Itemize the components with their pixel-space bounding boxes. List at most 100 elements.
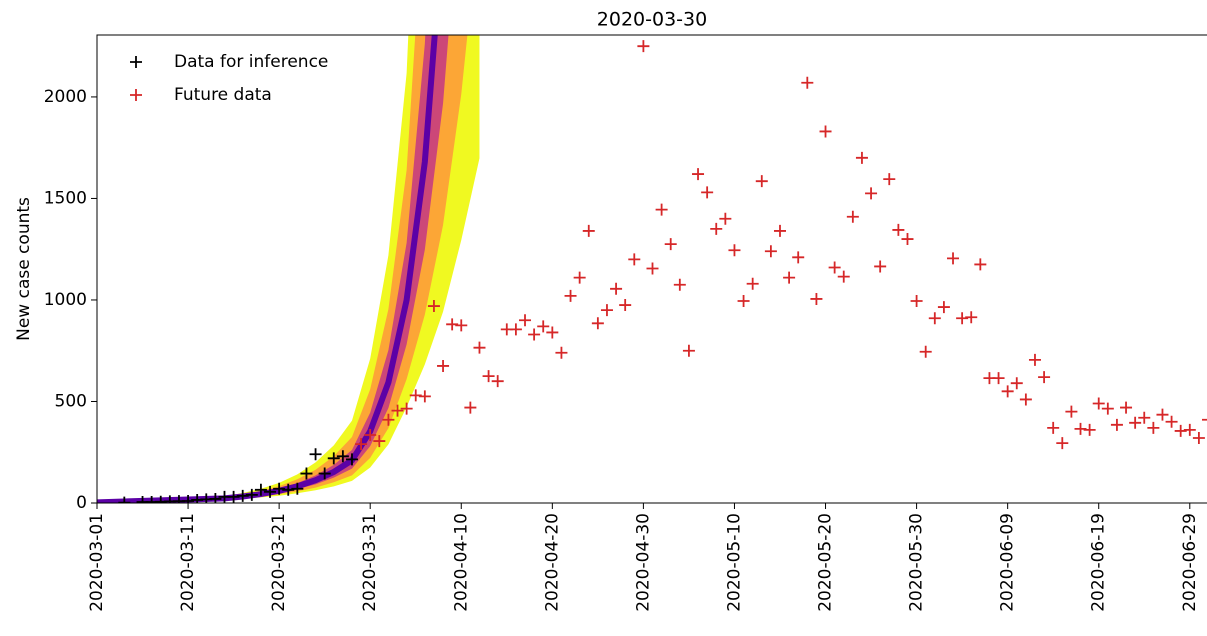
data-point [655, 203, 668, 216]
data-point [764, 245, 777, 258]
y-axis-label: New case counts [14, 197, 34, 341]
data-point [1056, 437, 1069, 450]
y-tick-label: 1500 [44, 188, 87, 208]
x-tick-label: 2020-06-09 [998, 513, 1018, 612]
data-point [1083, 423, 1096, 436]
forecast-fan [97, 35, 480, 503]
legend-label: Future data [174, 85, 272, 105]
data-point [400, 402, 413, 415]
data-point [1047, 421, 1060, 434]
data-point [974, 258, 987, 271]
plot-frame [96, 34, 1207, 504]
data-point [746, 277, 759, 290]
forecast-band [97, 35, 468, 503]
legend-marker [130, 56, 142, 68]
data-point [956, 312, 969, 325]
x-tick-label: 2020-05-30 [907, 513, 927, 612]
data-point [254, 483, 267, 496]
data-point [1147, 421, 1160, 434]
data-point [701, 186, 714, 199]
data-point [846, 210, 859, 223]
data-point [446, 318, 459, 331]
data-point [901, 233, 914, 246]
data-point [564, 289, 577, 302]
data-point [519, 314, 532, 327]
x-tick-label: 2020-03-21 [269, 513, 289, 612]
data-point [573, 271, 586, 284]
data-point [473, 341, 486, 354]
data-point [646, 262, 659, 275]
data-point [610, 282, 623, 295]
data-point [382, 413, 395, 426]
data-point [937, 301, 950, 314]
data-point [1156, 408, 1169, 421]
data-point [437, 359, 450, 372]
data-point [1174, 424, 1187, 437]
x-tick-label: 2020-06-29 [1180, 513, 1200, 612]
data-point [1092, 397, 1105, 410]
x-tick-label: 2020-04-30 [633, 513, 653, 612]
data-point [364, 428, 377, 441]
data-point [318, 467, 331, 480]
data-point [1138, 411, 1151, 424]
data-point [409, 389, 422, 402]
x-tick-label: 2020-04-20 [542, 513, 562, 612]
data-point [755, 175, 768, 188]
data-point [919, 345, 932, 358]
data-point [865, 187, 878, 200]
data-point [947, 252, 960, 265]
data-point [1165, 415, 1178, 428]
data-point [300, 467, 313, 480]
data-point [227, 490, 240, 503]
data-point [427, 300, 440, 313]
data-point [637, 40, 650, 53]
data-point [236, 489, 249, 502]
data-point [418, 390, 431, 403]
data-point [692, 168, 705, 181]
y-tick-label: 0 [76, 493, 87, 513]
data-point [182, 494, 195, 503]
data-point [591, 317, 604, 330]
x-tick-label: 2020-05-10 [724, 513, 744, 612]
data-point [810, 292, 823, 305]
forecast-band [97, 35, 449, 503]
data-point [264, 485, 277, 498]
legend-label: Data for inference [174, 52, 328, 72]
data-point [1120, 401, 1133, 414]
y-tick-label: 500 [55, 391, 87, 411]
data-point [874, 260, 887, 273]
data-point [664, 238, 677, 251]
data-point [728, 244, 741, 257]
x-tick-label: 2020-05-20 [816, 513, 836, 612]
data-point [819, 125, 832, 138]
data-point [482, 370, 495, 383]
data-point [600, 304, 613, 317]
data-point [355, 438, 368, 451]
data-point [464, 401, 477, 414]
data-point [628, 253, 641, 266]
legend: Data for inference Future data [130, 52, 328, 105]
data-point [1129, 416, 1142, 429]
data-point [1010, 377, 1023, 390]
data-point [783, 271, 796, 284]
data-point [1110, 418, 1123, 431]
data-point [883, 173, 896, 186]
data-point [710, 222, 723, 235]
data-point [1065, 405, 1078, 418]
data-point [619, 299, 632, 312]
data-point [855, 151, 868, 164]
data-point [245, 488, 258, 501]
data-point [801, 76, 814, 89]
data-point [1038, 371, 1051, 384]
data-point [546, 326, 559, 339]
y-tick-label: 2000 [44, 87, 87, 107]
data-point [291, 482, 304, 495]
x-tick-label: 2020-03-31 [360, 513, 380, 612]
data-point [1028, 353, 1041, 366]
legend-marker [130, 89, 142, 101]
points [118, 40, 1207, 503]
x-tick-label: 2020-06-19 [1089, 513, 1109, 612]
data-point [682, 344, 695, 357]
